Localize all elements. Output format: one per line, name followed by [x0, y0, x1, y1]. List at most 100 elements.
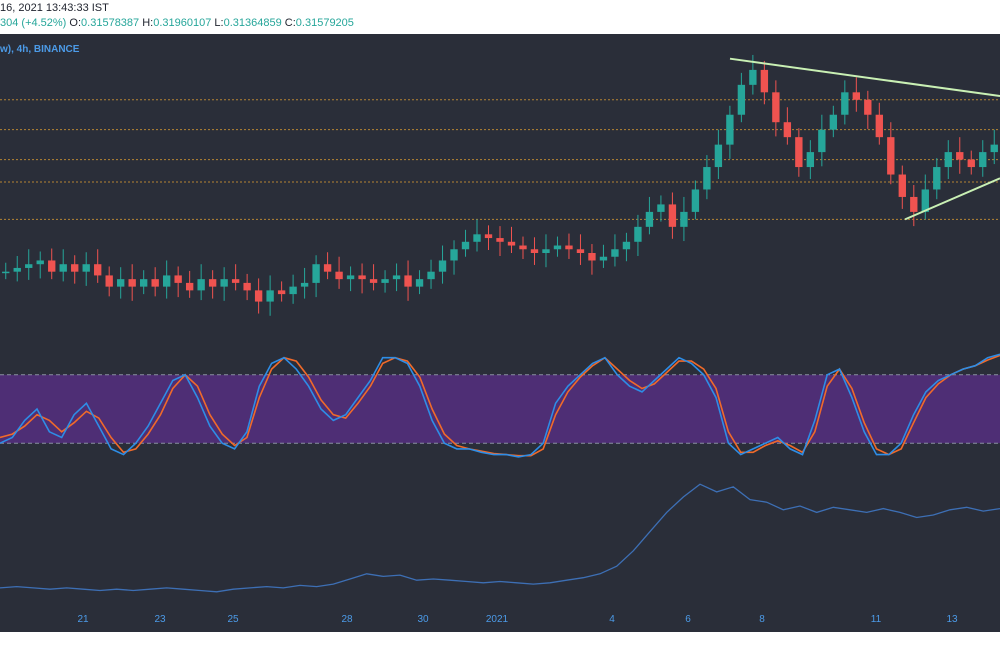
candle-body	[691, 189, 700, 212]
time-axis[interactable]: 21 23 25 28 30 2021 4 6 8 11 13	[0, 611, 1000, 632]
x-tick-label: 28	[341, 614, 353, 625]
stoch-k-line	[0, 353, 1000, 458]
candle-body	[94, 264, 102, 276]
high-label: H:	[142, 17, 154, 29]
candle-body	[220, 279, 228, 287]
candle-body	[289, 286, 297, 295]
candle-body	[59, 264, 67, 272]
candle-body	[921, 189, 929, 212]
x-tick-label: 21	[77, 614, 89, 625]
candle-body	[71, 264, 79, 272]
candle-body	[806, 152, 815, 168]
candle-body	[898, 174, 906, 197]
candle-body	[496, 238, 504, 242]
candle-body	[105, 275, 113, 287]
candle-body	[519, 245, 527, 250]
candle-body	[473, 234, 481, 242]
candle-body	[576, 249, 585, 253]
candle-body	[197, 279, 205, 291]
candle-body	[427, 271, 435, 280]
candle-body	[657, 204, 665, 212]
candle-body	[634, 226, 642, 242]
candle-body	[254, 290, 263, 302]
candle-body	[818, 129, 826, 153]
candle-body	[162, 275, 171, 287]
candle-body	[277, 290, 286, 295]
candle-body	[461, 241, 470, 250]
candle-body	[887, 137, 895, 175]
candle-body	[680, 211, 688, 227]
x-tick-label: 23	[154, 614, 166, 625]
candle-body	[542, 249, 550, 253]
x-tick-label: 6	[685, 614, 691, 625]
candle-body	[369, 279, 378, 283]
candle-body	[944, 152, 952, 168]
chart-svg[interactable]	[0, 34, 1000, 611]
candle-body	[335, 271, 343, 280]
candle-body	[737, 84, 746, 115]
candle-body	[530, 249, 539, 253]
candle-body	[25, 264, 33, 268]
candle-body	[300, 282, 309, 287]
x-tick-label: 13	[946, 614, 958, 625]
candle-body	[415, 279, 424, 287]
candle-body	[829, 114, 838, 130]
ohlc-readout: 304 (+4.52%) O:0.31578387 H:0.31960107 L…	[0, 17, 354, 29]
candle-body	[622, 241, 631, 250]
close-label: C:	[284, 17, 296, 29]
candle-body	[48, 260, 56, 272]
candle-body	[990, 144, 998, 153]
candle-body	[599, 256, 608, 261]
candle-body	[231, 279, 240, 283]
candle-body	[714, 144, 723, 168]
close-value: 0.31579205	[295, 17, 354, 29]
open-value: 0.31578387	[81, 17, 140, 29]
x-tick-label: 11	[870, 614, 882, 625]
candle-body	[668, 204, 677, 227]
candle-body	[392, 275, 401, 280]
candle-body	[726, 114, 734, 145]
candle-body	[140, 279, 148, 287]
candle-body	[588, 253, 596, 261]
candle-body	[208, 279, 217, 287]
candle-body	[117, 279, 125, 287]
x-tick-label: 2021	[485, 614, 509, 625]
candle-body	[185, 282, 194, 291]
candle-body	[933, 167, 941, 190]
candle-body	[703, 167, 711, 190]
candle-body	[852, 92, 860, 100]
candle-body	[841, 92, 849, 115]
series-legend: w), 4h, BINANCE	[0, 44, 80, 55]
candle-body	[450, 249, 458, 261]
candle-body	[438, 260, 447, 272]
candle-body	[565, 245, 573, 250]
high-value: 0.31960107	[153, 17, 212, 29]
symbol-header: 16, 2021 13:43:33 IST 304 (+4.52%) O:0.3…	[0, 0, 1000, 34]
candle-body	[243, 282, 251, 291]
candle-body	[956, 152, 964, 160]
candle-body	[2, 271, 10, 274]
candle-body	[404, 275, 412, 287]
candle-body	[36, 260, 44, 265]
stoch-band	[0, 374, 1000, 444]
candle-body	[910, 196, 918, 212]
trendline-upper	[729, 57, 1000, 98]
candle-body	[13, 267, 21, 272]
x-tick-label: 30	[417, 614, 429, 625]
candle-body	[484, 234, 493, 239]
x-tick-label: 8	[759, 614, 765, 625]
candle-body	[312, 264, 320, 283]
footer	[0, 632, 1000, 660]
candle-body	[381, 279, 389, 283]
low-label: L:	[214, 17, 224, 29]
candle-body	[358, 275, 366, 280]
indicator-line	[0, 483, 1000, 593]
candle-body	[611, 249, 619, 257]
trendline-lower	[904, 177, 1000, 221]
candle-body	[128, 279, 136, 287]
candle-body	[772, 92, 780, 123]
candle-body	[645, 211, 654, 227]
candle-body	[875, 114, 883, 138]
candle-body	[795, 137, 803, 168]
candle-body	[151, 279, 159, 287]
